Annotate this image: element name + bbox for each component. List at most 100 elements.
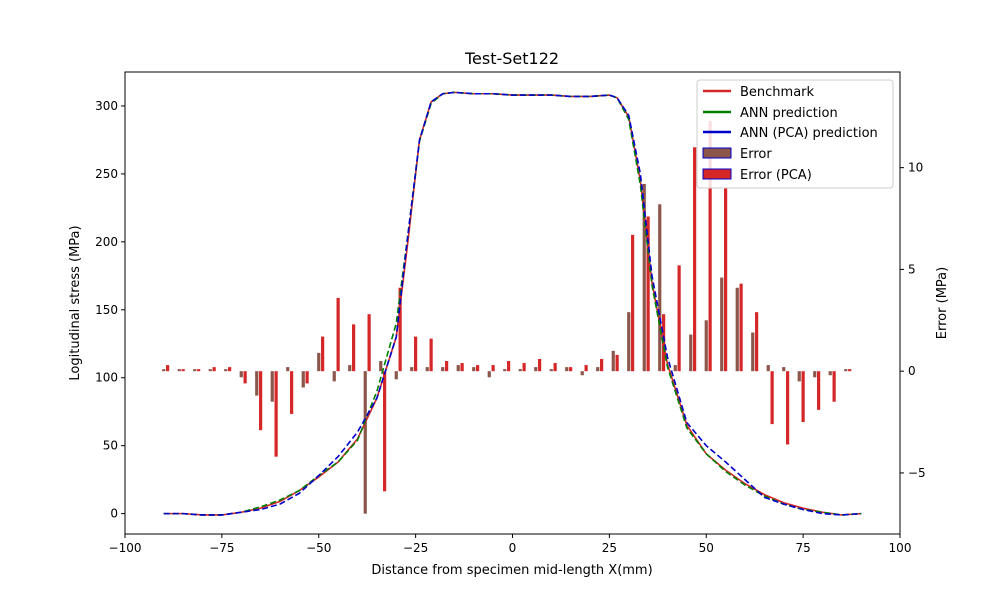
bar-error-18 (441, 367, 445, 372)
legend-swatch-error (702, 147, 732, 159)
bar-error-14 (379, 361, 383, 372)
bar-error-pca-26 (569, 367, 573, 372)
bar-error-11 (332, 371, 336, 382)
bar-error-pca-12 (352, 324, 356, 372)
bar-error-pca-23 (522, 363, 526, 372)
legend-label-benchmark: Benchmark (740, 85, 815, 100)
bar-error-21 (487, 371, 491, 378)
bar-error-41 (797, 371, 801, 382)
y-tick-label-200: 200 (95, 235, 118, 249)
bar-error-pca-29 (615, 354, 619, 372)
y2-tick-label-10: 10 (908, 161, 923, 175)
bar-error-25 (549, 369, 553, 372)
bar-error-5 (239, 371, 243, 378)
y-axis-label: Logitudinal stress (MPa) (68, 225, 83, 380)
bar-error-pca-0 (166, 365, 170, 372)
x-axis-label: Distance from specimen mid-length X(mm) (371, 563, 652, 578)
bar-error-pca-27 (584, 365, 588, 372)
x-tick-label-25: −25 (403, 541, 428, 555)
bar-error-36 (720, 277, 724, 372)
bar-error-pca-21 (491, 365, 495, 372)
bar-error-33 (673, 365, 677, 372)
bar-error-pca-44 (848, 369, 852, 372)
bar-error-30 (627, 312, 631, 372)
bar-error-pca-30 (631, 234, 635, 372)
y2-tick-label-0: 0 (908, 364, 916, 378)
y-tick-label-100: 100 (95, 371, 118, 385)
y2-tick-label-5: −5 (908, 466, 926, 480)
bar-error-pca-33 (677, 265, 681, 372)
bar-error-pca-41 (801, 371, 805, 423)
bar-error-pca-38 (755, 312, 759, 372)
bar-error-pca-4 (228, 367, 232, 372)
bar-error-9 (301, 371, 305, 388)
x-tick-label-75: 75 (795, 541, 810, 555)
bar-error-pca-37 (739, 283, 743, 372)
bar-error-43 (828, 371, 832, 376)
bar-error-pca-16 (414, 336, 418, 372)
legend: Benchmark ANN prediction ANN (PCA) predi… (696, 79, 894, 189)
bar-error-0 (162, 369, 166, 372)
legend-label-error-pca: Error (PCA) (740, 168, 812, 183)
bar-error-38 (751, 332, 755, 372)
legend-label-ann: ANN prediction (740, 106, 838, 121)
bars-layer (162, 120, 852, 514)
y-tick-label-250: 250 (95, 167, 118, 181)
bar-error-12 (348, 365, 352, 372)
bar-error-2 (193, 369, 197, 372)
bar-error-42 (813, 371, 817, 378)
y-tick-label-150: 150 (95, 303, 118, 317)
bar-error-pca-3 (212, 367, 216, 372)
x-tick-label-50: 50 (699, 541, 714, 555)
bar-error-4 (224, 369, 228, 372)
bar-error-37 (735, 287, 739, 372)
bar-error-pca-5 (243, 371, 247, 384)
series-line-ann-pca-prediction (163, 91, 862, 516)
bar-error-26 (565, 367, 569, 372)
bar-error-13 (363, 371, 367, 514)
bar-error-pca-18 (445, 361, 449, 372)
bar-error-pca-2 (197, 369, 201, 372)
bar-error-pca-15 (398, 287, 402, 372)
bar-error-15 (394, 371, 398, 380)
legend-swatch-error-pca (702, 168, 732, 180)
bar-error-pca-43 (832, 371, 836, 402)
bar-error-pca-36 (724, 188, 728, 372)
bar-error-29 (611, 350, 615, 372)
bar-error-28 (596, 367, 600, 372)
bar-error-pca-7 (274, 371, 278, 457)
bar-error-pca-28 (600, 358, 604, 372)
bar-error-pca-1 (181, 369, 185, 372)
bar-error-16 (410, 367, 414, 372)
bar-error-pca-42 (817, 371, 821, 410)
bar-error-32 (658, 204, 662, 372)
axes-layer: −100 −75 −50 −25 0 25 50 75 10005010015020025030… (95, 99, 926, 555)
y2-tick-label-5: 5 (908, 262, 916, 276)
bar-error-pca-40 (786, 371, 790, 445)
bar-error-pca-34 (693, 147, 697, 372)
bar-error-pca-10 (321, 336, 325, 372)
bar-error-35 (704, 320, 708, 372)
bar-error-27 (580, 371, 584, 376)
x-tick-label-100: −100 (109, 541, 142, 555)
bar-error-17 (425, 367, 429, 372)
bar-error-1 (177, 369, 181, 372)
bar-error-31 (642, 183, 646, 372)
bar-error-pca-31 (646, 216, 650, 372)
bar-error-pca-35 (708, 120, 712, 372)
bar-error-pca-11 (336, 297, 340, 372)
y-tick-label-300: 300 (95, 99, 118, 113)
bar-error-pca-39 (770, 371, 774, 425)
bar-error-pca-9 (305, 371, 309, 384)
bar-error-24 (534, 367, 538, 372)
bar-error-pca-25 (553, 363, 557, 372)
x-tick-label-50: −50 (306, 541, 331, 555)
bar-error-pca-20 (476, 365, 480, 372)
bar-error-6 (255, 371, 259, 396)
legend-label-error: Error (740, 147, 772, 162)
x-tick-label-0: 0 (509, 541, 517, 555)
bar-error-pca-13 (367, 314, 371, 372)
chart-title: Test-Set122 (464, 49, 559, 68)
legend-frame (696, 79, 894, 189)
